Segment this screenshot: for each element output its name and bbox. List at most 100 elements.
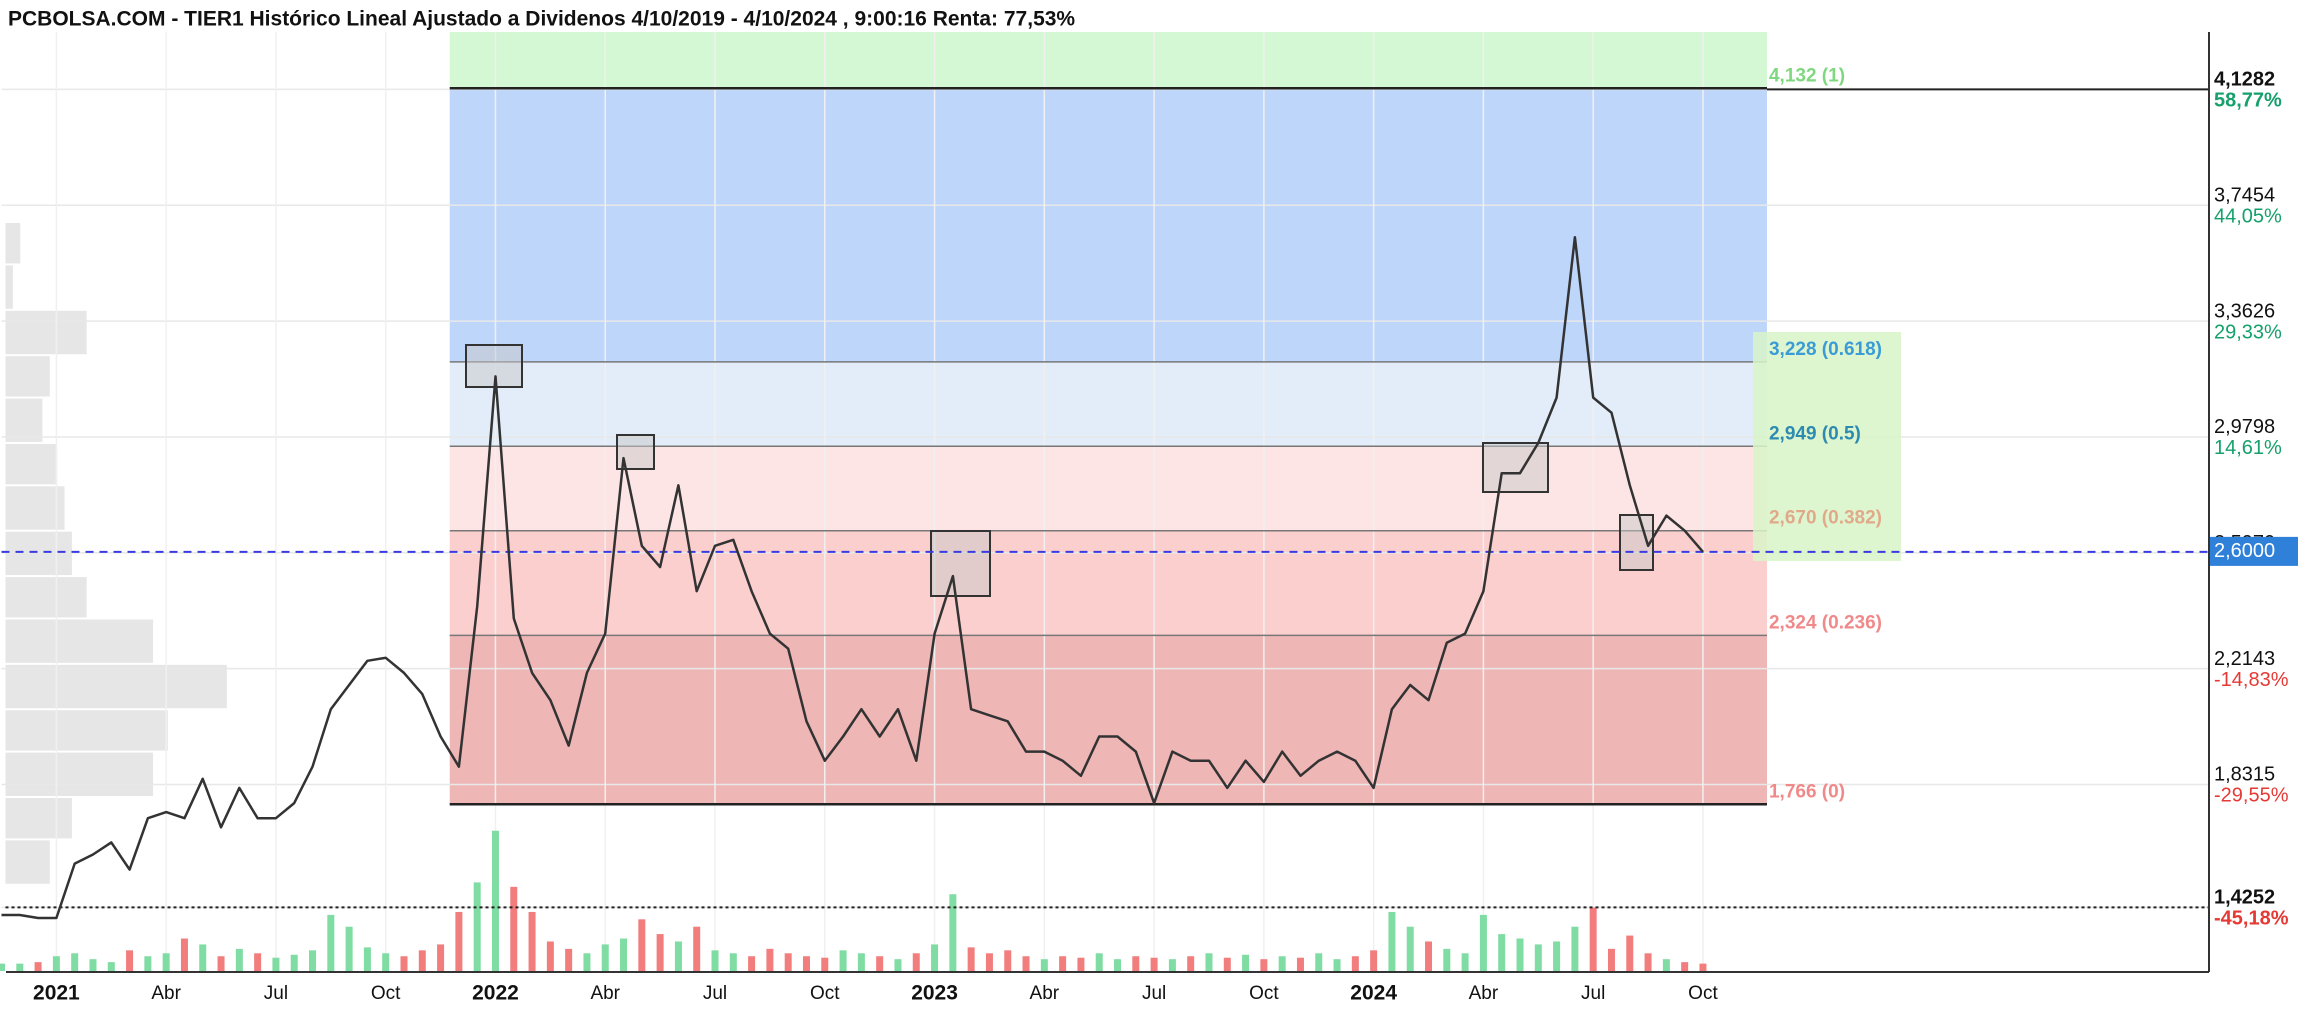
x-tick-label: Oct <box>810 983 840 1004</box>
volume-bar <box>1242 954 1250 971</box>
volume-bar <box>162 953 170 971</box>
volume-profile-bar <box>5 619 154 663</box>
volume-bar <box>1626 935 1634 971</box>
volume-bar <box>0 963 5 971</box>
y-tick-percent: 14,61% <box>2214 437 2282 459</box>
volume-bar <box>180 938 188 971</box>
x-tick-label: Jul <box>703 983 727 1004</box>
y-tick-percent: 44,05% <box>2214 206 2282 228</box>
last-price-label: 2,6000 <box>2214 540 2275 562</box>
last-price-tag <box>2210 536 2298 566</box>
volume-bar <box>1205 953 1213 971</box>
fib-level-label: 2,949 (0.5) <box>1769 423 1861 444</box>
volume-bar <box>729 953 737 971</box>
volume-bar <box>491 830 499 971</box>
volume-bar <box>565 948 573 971</box>
volume-bar <box>345 926 353 971</box>
y-tick-label: 3,7454 <box>2214 185 2275 207</box>
volume-bar <box>1004 950 1012 971</box>
volume-bar <box>1699 963 1707 971</box>
volume-bar <box>1278 956 1286 971</box>
volume-bar <box>1553 941 1561 971</box>
volume-bar <box>363 947 371 971</box>
volume-profile-bar <box>5 356 50 397</box>
volume-bar <box>931 944 939 971</box>
x-tick-label: Abr <box>1469 983 1499 1004</box>
volume-profile-bar <box>5 223 21 264</box>
volume-bar <box>601 944 609 971</box>
volume-bar <box>272 957 280 971</box>
volume-bar <box>199 944 207 971</box>
volume-bar <box>309 950 317 971</box>
background <box>1 32 2209 971</box>
volume-bar <box>1132 956 1140 971</box>
volume-bar <box>528 911 536 971</box>
volume-bar <box>620 938 628 971</box>
volume-bar <box>254 953 262 971</box>
volume-bar <box>1644 953 1652 971</box>
x-tick-label: 2022 <box>472 982 519 1005</box>
y-tick-label: 2,9798 <box>2214 416 2275 438</box>
y-tick-label: 1,4252 <box>2214 887 2275 909</box>
fib-level-label: 4,132 (1) <box>1769 65 1845 86</box>
volume-bar <box>1388 911 1396 971</box>
volume-bar <box>1223 957 1231 971</box>
x-tick-label: Jul <box>1581 983 1605 1004</box>
volume-bar <box>912 953 920 971</box>
volume-bar <box>1589 907 1597 971</box>
volume-bar <box>1498 934 1506 971</box>
volume-profile-bar <box>5 443 58 485</box>
volume-bar <box>510 886 518 971</box>
volume-bar <box>1260 959 1268 971</box>
y-tick-percent: -29,55% <box>2214 785 2289 807</box>
volume-bar <box>1315 953 1323 971</box>
volume-bar <box>656 934 664 971</box>
fib-level-label: 2,324 (0.236) <box>1769 612 1882 633</box>
volume-bar <box>802 956 810 971</box>
volume-bar <box>1681 962 1689 971</box>
volume-bar <box>400 956 408 971</box>
volume-bar <box>1168 959 1176 971</box>
fib-zone <box>449 361 1767 447</box>
annotation-boxes <box>465 344 1654 597</box>
volume-bar <box>1187 956 1195 971</box>
volume-bar <box>144 956 152 971</box>
volume-bar <box>1461 953 1469 971</box>
volume-profile-bar <box>5 398 43 442</box>
volume-bar <box>748 956 756 971</box>
fib-zone <box>449 530 1767 636</box>
volume-bar <box>1662 959 1670 971</box>
volume-bar <box>89 959 97 971</box>
volume-bar <box>1406 926 1414 971</box>
volume-bar <box>766 948 774 971</box>
volume-bar <box>693 926 701 971</box>
volume-bar <box>784 953 792 971</box>
volume-bar <box>638 919 646 971</box>
volume-bar <box>583 953 591 971</box>
volume-bar <box>382 953 390 971</box>
volume-bar <box>546 941 554 971</box>
volume-bar <box>985 953 993 971</box>
volume-bar <box>1022 956 1030 971</box>
volume-bar <box>1351 956 1359 971</box>
volume-bar <box>1296 957 1304 971</box>
volume-bar <box>1607 948 1615 971</box>
volume-bar <box>711 950 719 971</box>
volume-bar <box>949 894 957 971</box>
annotation-box <box>1482 442 1549 493</box>
volume-bar <box>1425 941 1433 971</box>
x-tick-label: 2024 <box>1350 982 1397 1005</box>
annotation-box <box>616 434 655 470</box>
volume-bar <box>967 947 975 971</box>
volume-bar <box>217 956 225 971</box>
price-line <box>1 235 1704 920</box>
y-tick-percent: 29,33% <box>2214 321 2282 343</box>
volume-profile-bar <box>5 664 227 709</box>
x-tick-label: Jul <box>1142 983 1166 1004</box>
volume-bar <box>839 950 847 971</box>
volume-bar <box>1571 926 1579 971</box>
volume-bar <box>437 944 445 971</box>
annotation-box <box>930 530 991 597</box>
